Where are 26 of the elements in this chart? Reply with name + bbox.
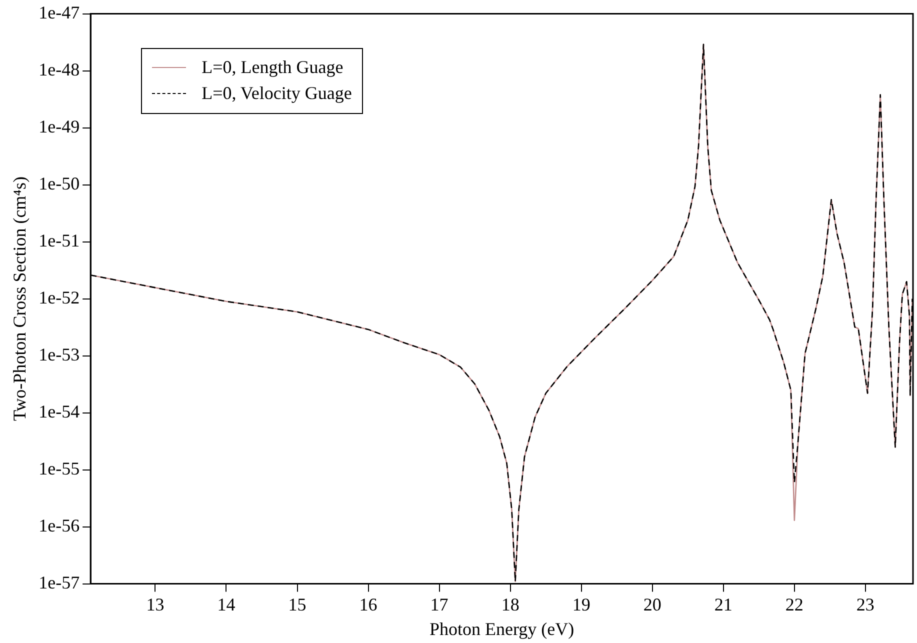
- x-tick-label: 14: [217, 594, 236, 614]
- x-tick-label: 20: [643, 594, 662, 614]
- x-tick-label: 17: [430, 594, 448, 614]
- y-axis-title: Two-Photon Cross Section (cm⁴s): [10, 176, 30, 422]
- legend-label: L=0, Length Guage: [202, 57, 344, 78]
- y-tick-label: 1e-52: [38, 288, 80, 308]
- y-tick-label: 1e-47: [38, 2, 80, 23]
- x-axis-title: Photon Energy (eV): [429, 618, 574, 639]
- x-tick-label: 13: [146, 594, 164, 614]
- y-tick-label: 1e-54: [38, 402, 80, 422]
- y-tick-label: 1e-55: [38, 458, 80, 479]
- legend-label: L=0, Velocity Guage: [202, 83, 352, 104]
- y-tick-label: 1e-53: [38, 344, 80, 365]
- y-tick-label: 1e-51: [38, 230, 80, 251]
- y-tick-label: 1e-49: [38, 116, 80, 137]
- x-tick-label: 23: [856, 594, 874, 614]
- y-tick-label: 1e-50: [38, 174, 80, 194]
- x-tick-label: 16: [359, 594, 378, 614]
- x-tick-label: 15: [288, 594, 306, 614]
- x-tick-label: 19: [572, 594, 590, 614]
- x-tick-label: 21: [714, 594, 732, 614]
- y-tick-label: 1e-48: [38, 60, 80, 80]
- y-tick-label: 1e-57: [38, 572, 80, 593]
- y-tick-label: 1e-56: [38, 516, 80, 536]
- x-tick-label: 22: [785, 594, 804, 614]
- x-tick-label: 18: [501, 594, 520, 614]
